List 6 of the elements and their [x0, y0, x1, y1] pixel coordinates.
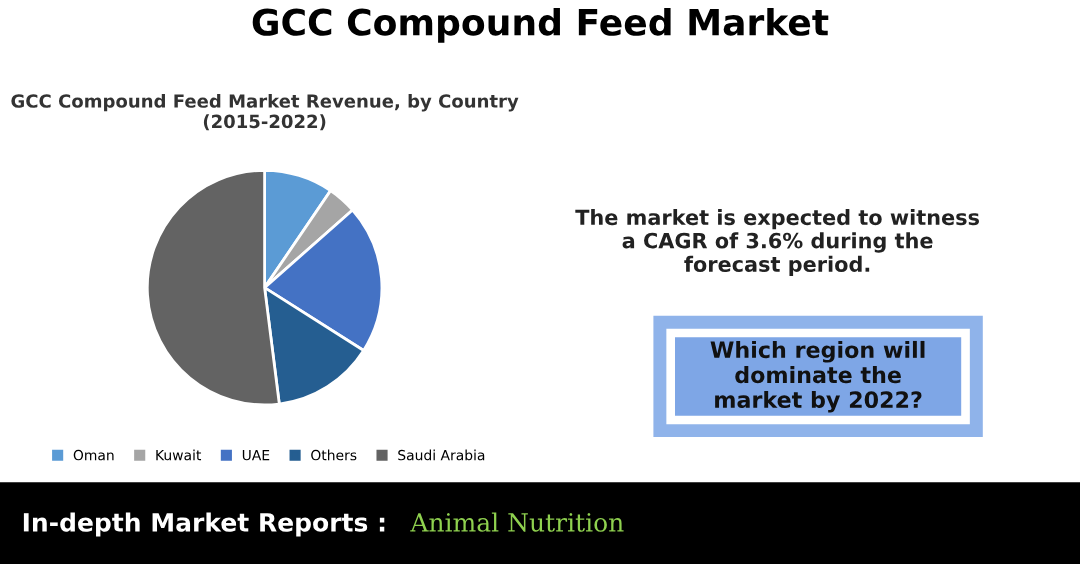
text: Animal Nutrition [410, 512, 624, 532]
text: Which region will dominate the market by 2022? [710, 340, 925, 413]
text: In-depth Market Reports : [23, 512, 385, 537]
chart-subtitle: GCC Compound Feed Market Revenue, by Country (2015-2022) [11, 93, 519, 131]
text: The market is expected to witness a CAGR of 3.6% during the forecast period. [575, 209, 979, 277]
chart-title: GCC Compound Feed Market [252, 7, 829, 43]
